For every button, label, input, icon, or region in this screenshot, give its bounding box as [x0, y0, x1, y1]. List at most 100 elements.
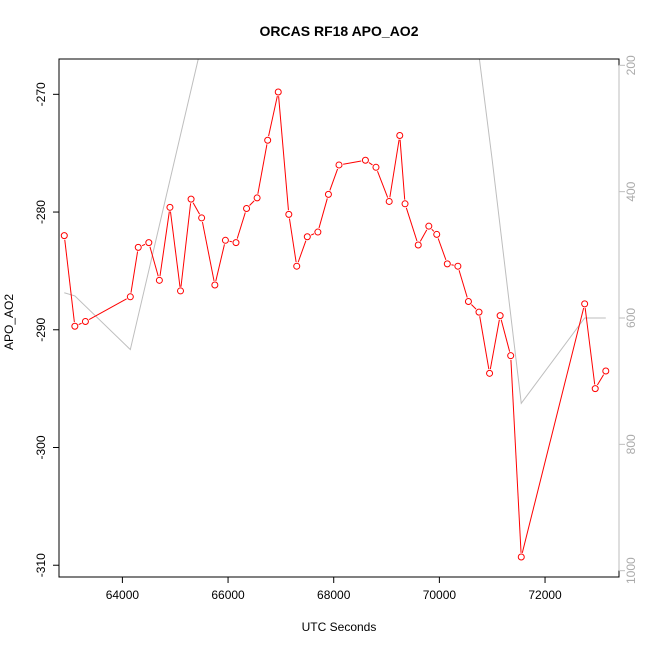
data-point — [71, 322, 79, 330]
y-tick-label: -290 — [34, 317, 48, 341]
y2-tick-label: 1000 — [624, 557, 638, 584]
data-point — [414, 241, 422, 249]
data-point — [274, 88, 282, 96]
plot-frame — [58, 58, 620, 578]
series-segment — [201, 221, 215, 282]
data-point — [581, 300, 589, 308]
series-segment — [288, 218, 297, 263]
series-segment — [236, 212, 246, 239]
series-segment — [489, 319, 500, 370]
data-point — [264, 136, 272, 144]
data-point — [507, 352, 515, 360]
series-segment — [268, 95, 278, 137]
series-segment — [169, 211, 181, 287]
data-point — [221, 236, 229, 244]
data-point — [372, 163, 380, 171]
data-point — [443, 260, 451, 268]
x-tick-label: 64000 — [106, 588, 140, 602]
data-point — [454, 262, 462, 270]
data-point — [232, 239, 240, 247]
series-segment — [389, 139, 400, 198]
data-point — [187, 195, 195, 203]
data-point — [145, 239, 153, 247]
data-point — [314, 228, 322, 236]
data-point — [81, 318, 89, 326]
series-segment — [329, 168, 339, 191]
data-point — [155, 276, 163, 284]
x-axis-label: UTC Seconds — [302, 620, 377, 634]
series-segment — [437, 238, 447, 261]
series-segment — [310, 233, 315, 236]
data-point — [486, 369, 494, 377]
series-segment — [180, 203, 192, 287]
series-segment — [88, 298, 127, 320]
secondary-series-line-0 — [64, 59, 606, 405]
y-tick-label: -300 — [34, 435, 48, 459]
series-segment — [377, 171, 389, 198]
series-segment — [458, 270, 468, 298]
data-point — [211, 281, 219, 289]
series-segment — [399, 139, 406, 200]
data-point — [293, 262, 301, 270]
x-tick-label: 72000 — [528, 588, 562, 602]
x-tick-label: 68000 — [317, 588, 351, 602]
series-segment — [343, 160, 362, 165]
series-segment — [318, 198, 328, 229]
data-point — [496, 312, 504, 320]
y-axis-label: APO_AO2 — [2, 294, 16, 350]
series-segment — [278, 96, 289, 211]
series-segment — [584, 307, 596, 385]
y2-tick-label: 400 — [624, 181, 638, 201]
data-point — [475, 308, 483, 316]
series-segment — [215, 244, 225, 282]
data-point — [198, 214, 206, 222]
series-segment — [257, 144, 268, 194]
y-tick-label: -280 — [34, 200, 48, 224]
series-segment — [159, 211, 170, 277]
data-point — [324, 190, 332, 198]
series-segment — [431, 228, 435, 232]
series-segment — [192, 202, 201, 215]
data-point — [361, 156, 369, 164]
data-point — [401, 200, 409, 208]
series-segment — [78, 322, 82, 325]
data-point — [433, 230, 441, 238]
data-point — [126, 293, 134, 301]
series-segment — [500, 319, 511, 352]
series-segment — [141, 243, 146, 247]
series-segment — [368, 162, 373, 166]
series-segment — [64, 239, 75, 323]
data-point — [602, 367, 610, 375]
data-point — [303, 233, 311, 241]
series-segment — [419, 229, 428, 242]
y-tick-label: -270 — [34, 82, 48, 106]
data-point — [285, 210, 293, 218]
series-segment — [405, 207, 418, 242]
series-segment — [229, 240, 232, 243]
x-tick-label: 66000 — [211, 588, 245, 602]
y-tick-label: -310 — [34, 553, 48, 577]
series-segment — [596, 374, 605, 386]
series-segment — [521, 307, 585, 554]
y2-tick-label: 200 — [624, 55, 638, 75]
data-point — [591, 385, 599, 393]
data-point — [243, 205, 251, 213]
series-segment — [130, 251, 139, 293]
series-segment — [471, 304, 477, 310]
data-point — [166, 203, 174, 211]
y2-tick-label: 600 — [624, 308, 638, 328]
y2-tick-label: 800 — [624, 434, 638, 454]
data-point — [134, 243, 142, 251]
series-segment — [451, 264, 454, 266]
series-segment — [149, 246, 159, 277]
data-point — [177, 287, 185, 295]
data-point — [385, 197, 393, 205]
data-point — [517, 553, 525, 561]
series-segment — [510, 359, 522, 553]
data-point — [464, 298, 472, 306]
data-point — [335, 161, 343, 169]
data-point — [425, 222, 433, 230]
series-segment — [479, 316, 490, 370]
